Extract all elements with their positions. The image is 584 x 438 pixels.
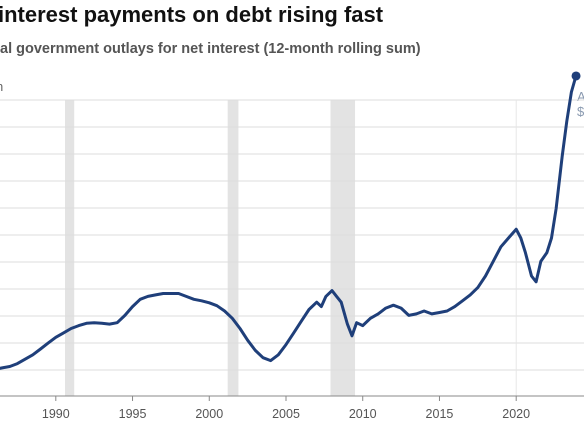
x-tick-label: 2005 — [272, 407, 300, 421]
x-tick-label: 1995 — [119, 407, 147, 421]
latest-value-label-line: A — [577, 89, 584, 104]
x-tick-label: 2000 — [195, 407, 223, 421]
x-tick-label: 2010 — [349, 407, 377, 421]
y-axis-unit-label: n — [0, 79, 3, 94]
recession-band — [330, 100, 356, 396]
x-tick-label: 2020 — [502, 407, 530, 421]
chart-subtitle: al government outlays for net interest (… — [0, 41, 421, 57]
x-tick-label: 1990 — [42, 407, 70, 421]
x-tick-label: 2015 — [426, 407, 454, 421]
recession-band — [227, 100, 239, 396]
recession-band — [65, 100, 75, 396]
latest-value-label: A $ — [577, 89, 584, 119]
series-line — [0, 74, 578, 370]
chart-title: interest payments on debt rising fast — [0, 2, 384, 27]
latest-data-point — [571, 71, 581, 81]
latest-value-label-line: $ — [577, 104, 584, 119]
